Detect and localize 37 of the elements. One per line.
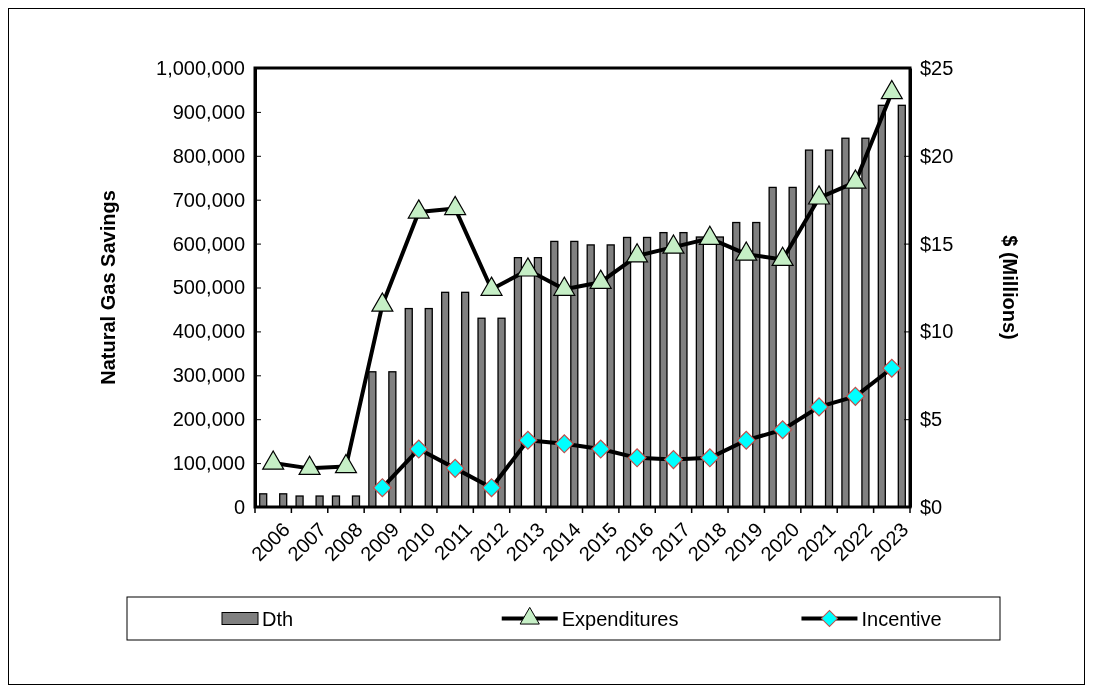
y2-tick-label: $25 [920,56,954,79]
y2-axis-title: $ (Millions) [999,235,1021,340]
point [480,276,503,296]
y-tick-label: 700,000 [172,188,245,211]
y2-tick-label: $0 [920,495,943,518]
point [407,199,430,219]
y2-tick-label: $5 [920,408,943,431]
point [698,225,721,245]
point [844,169,867,189]
y-tick-label: 600,000 [172,232,245,255]
y-tick-label: 800,000 [172,144,245,167]
y2-tick-label: $10 [920,320,954,343]
y-tick-label: 500,000 [172,276,245,299]
point [662,234,685,254]
y-tick-label: 900,000 [172,100,245,123]
y-tick-label: 400,000 [172,320,245,343]
point [771,246,794,267]
point [516,257,539,277]
y-tick-label: 1,000,000 [156,56,245,79]
point [626,243,649,263]
legend-label: Expenditures [561,607,679,630]
y2-tick-label: $20 [920,144,954,167]
point [807,185,831,205]
point [589,269,612,289]
y2-tick-label: $15 [920,232,954,255]
y-tick-label: 0 [233,495,245,518]
point [880,79,903,100]
y-tick-label: 200,000 [172,408,245,431]
legend-label: Incentive [861,607,942,630]
legend-label: Dth [262,607,294,630]
point [371,292,394,312]
point [553,276,576,296]
point [735,241,758,261]
y-tick-label: 300,000 [172,364,245,387]
y-tick-label: 100,000 [172,452,245,474]
point [444,195,467,216]
y-axis-title: Natural Gas Savings [97,190,119,385]
